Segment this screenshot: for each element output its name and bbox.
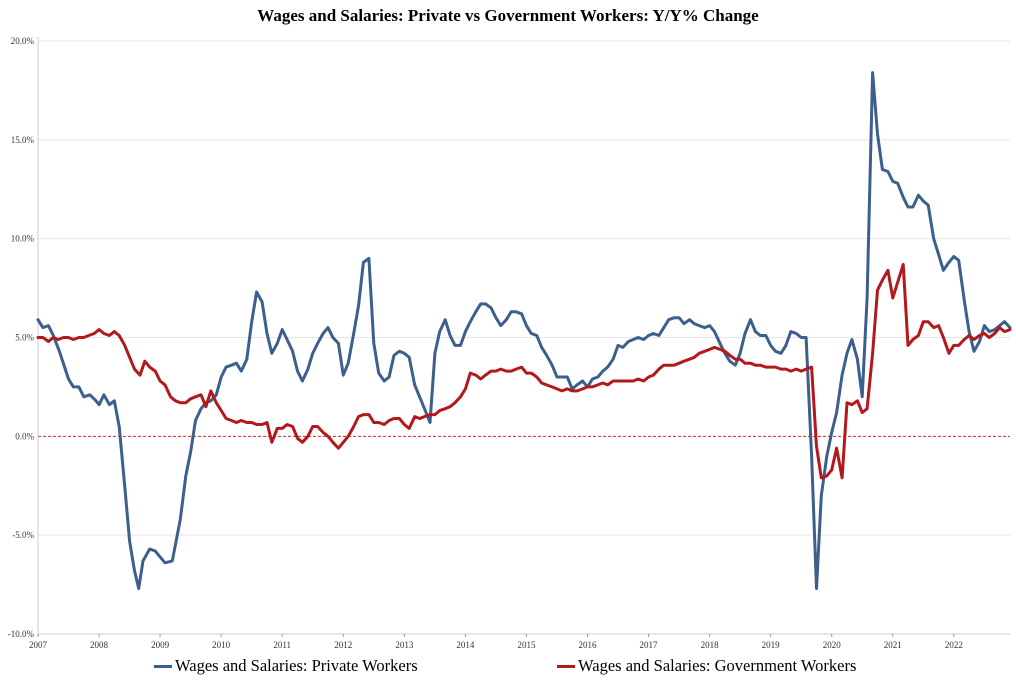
legend-item-government: Wages and Salaries: Government Workers (557, 656, 856, 676)
x-tick-label: 2021 (884, 640, 902, 650)
axes: 20.0% 15.0% 10.0% 5.0% 0.0% -5.0% -10.0%2007 20… (8, 36, 1010, 650)
y-tick-label: 10.0% (11, 234, 35, 244)
x-tick-label: 2022 (945, 640, 963, 650)
legend-swatch-private (154, 664, 172, 668)
x-tick-label: 2012 (334, 640, 352, 650)
y-tick-label: -5.0% (12, 530, 34, 540)
y-tick-label: 15.0% (11, 135, 35, 145)
x-tick-label: 2020 (823, 640, 842, 650)
x-tick-label: 2017 (640, 640, 659, 650)
x-tick-label: 2008 (90, 640, 109, 650)
x-tick-label: 2014 (456, 640, 475, 650)
y-tick-label: -10.0% (8, 629, 35, 639)
legend-swatch-government (557, 664, 575, 668)
x-tick-label: 2018 (701, 640, 720, 650)
series-line-private (36, 71, 1012, 590)
y-tick-label: 0.0% (15, 431, 34, 441)
y-tick-label: 20.0% (11, 36, 35, 46)
y-tick-label: 5.0% (15, 333, 34, 343)
legend-label-private: Wages and Salaries: Private Workers (175, 656, 418, 675)
series-line-government (36, 262, 1012, 480)
x-tick-label: 2015 (517, 640, 536, 650)
x-tick-label: 2011 (273, 640, 291, 650)
x-tick-label: 2019 (762, 640, 781, 650)
chart-title: Wages and Salaries: Private vs Governmen… (257, 6, 759, 25)
x-tick-label: 2007 (29, 640, 48, 650)
legend-item-private: Wages and Salaries: Private Workers (154, 656, 418, 676)
legend: Wages and Salaries: Private Workers Wage… (0, 656, 1016, 678)
x-tick-label: 2016 (578, 640, 597, 650)
x-tick-label: 2009 (151, 640, 170, 650)
x-tick-label: 2013 (395, 640, 414, 650)
legend-label-government: Wages and Salaries: Government Workers (578, 656, 857, 675)
grid-lines (38, 40, 1010, 635)
x-tick-label: 2010 (212, 640, 231, 650)
series-lines (36, 71, 1012, 590)
